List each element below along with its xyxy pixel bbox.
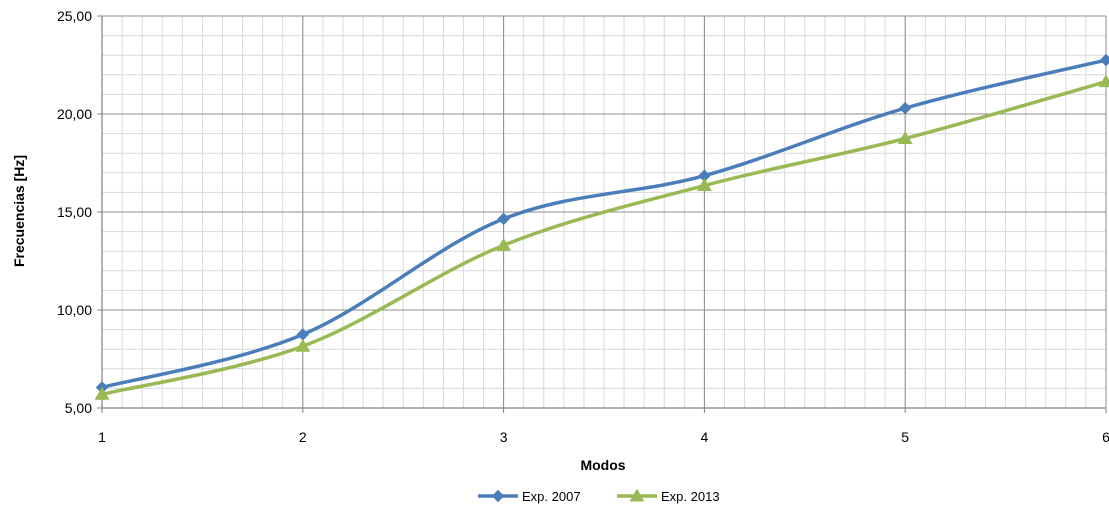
axes: [97, 15, 1107, 413]
y-axis-tick-labels: 5,00 10,00 15,00 20,00 25,00: [57, 8, 92, 416]
data-point-series-1: [898, 101, 912, 115]
x-tick-label: 3: [500, 429, 508, 445]
legend: Exp. 2007 Exp. 2013: [478, 488, 720, 504]
y-tick-label: 5,00: [65, 400, 92, 416]
data-point-series-1: [296, 328, 310, 341]
x-tick-label: 2: [299, 429, 307, 445]
x-axis-tick-labels: 1 2 3 4 5 6: [98, 429, 1109, 445]
y-tick-label: 10,00: [57, 302, 92, 318]
data-point-series-1: [1099, 53, 1109, 67]
y-tick-label: 20,00: [57, 106, 92, 122]
series-lines: [101, 58, 1107, 396]
series-line-2: [101, 79, 1107, 396]
data-point-series-2: [94, 386, 110, 400]
y-tick-label: 25,00: [57, 8, 92, 24]
data-point-series-2: [295, 338, 311, 352]
x-tick-label: 1: [98, 429, 106, 445]
legend-marker-2: [629, 488, 645, 502]
data-point-series-2: [897, 130, 913, 144]
y-axis-title: Frecuencias [Hz]: [11, 155, 27, 267]
data-point-series-2: [496, 237, 512, 251]
x-tick-label: 5: [901, 429, 909, 445]
series-markers: [94, 53, 1109, 400]
legend-label-2: Exp. 2013: [661, 489, 720, 504]
legend-marker-1: [491, 489, 505, 503]
data-point-series-2: [696, 178, 712, 192]
y-tick-label: 15,00: [57, 204, 92, 220]
data-point-series-1: [497, 212, 510, 226]
x-tick-label: 6: [1102, 429, 1109, 445]
data-point-series-2: [1098, 74, 1109, 88]
x-tick-label: 4: [701, 429, 709, 445]
x-axis-title: Modos: [580, 457, 625, 473]
legend-label-1: Exp. 2007: [522, 489, 581, 504]
series-line-1: [101, 58, 1107, 390]
